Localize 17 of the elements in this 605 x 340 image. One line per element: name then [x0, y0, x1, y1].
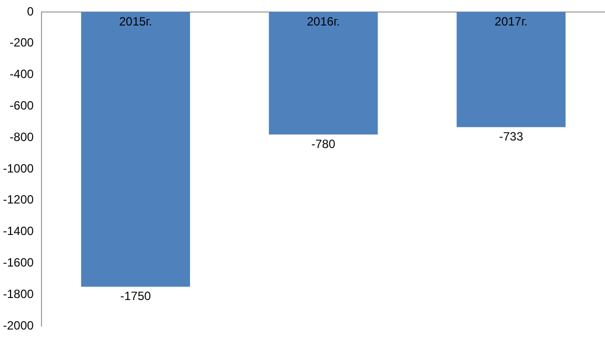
y-tick-label: -1200: [2, 192, 34, 207]
y-tick-label: -600: [10, 98, 34, 113]
data-label: -1750: [120, 289, 152, 304]
data-label: -780: [311, 136, 336, 151]
y-tick-label: -2000: [2, 318, 34, 332]
data-label: -733: [499, 129, 524, 144]
x-tick-label: 2017г.: [494, 14, 528, 28]
y-tick-label: 0: [27, 4, 34, 18]
y-tick-label: -800: [10, 130, 34, 144]
x-tick-label: 2016г.: [306, 14, 340, 28]
y-tick-label: -1000: [2, 161, 34, 176]
x-tick-label: 2015г.: [119, 14, 152, 28]
y-tick-label: -1800: [2, 286, 34, 301]
y-tick-label: -400: [10, 67, 34, 82]
y-tick-label: -200: [10, 36, 34, 50]
y-tick-label: -1600: [2, 256, 34, 270]
y-tick-label: -1400: [2, 224, 34, 238]
